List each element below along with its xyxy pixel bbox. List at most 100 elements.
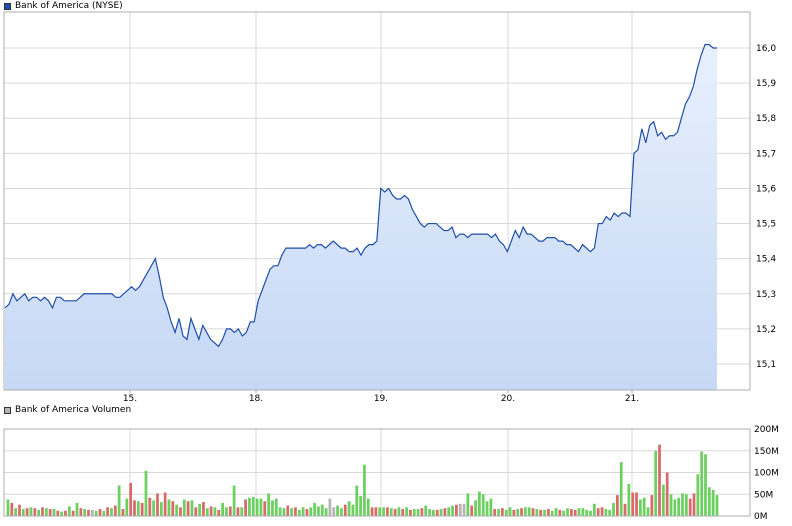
- volume-bar: [378, 507, 382, 516]
- volume-bar: [458, 503, 462, 516]
- volume-legend: Bank of America Volumen: [4, 405, 131, 415]
- volume-bar: [397, 507, 401, 516]
- volume-bar: [592, 503, 596, 516]
- volume-bar: [704, 454, 707, 516]
- volume-bar: [600, 507, 604, 516]
- volume-bar: [301, 507, 305, 516]
- volume-bar: [707, 487, 711, 516]
- volume-bar: [140, 502, 144, 516]
- volume-bar: [405, 507, 408, 516]
- volume-bar: [554, 508, 558, 516]
- volume-bar: [44, 508, 48, 516]
- volume-grid: [4, 429, 750, 516]
- volume-bar: [33, 508, 37, 516]
- volume-bar: [18, 504, 21, 516]
- volume-bar: [148, 497, 152, 516]
- volume-bar: [562, 510, 566, 516]
- volume-bar: [228, 506, 232, 516]
- volume-bar: [255, 498, 259, 516]
- volume-bar: [48, 509, 52, 516]
- price-y-tick-label: 15,7: [756, 149, 776, 159]
- volume-bar: [677, 497, 681, 516]
- volume-bar: [67, 506, 71, 516]
- volume-bar: [6, 499, 10, 516]
- volume-bar: [282, 508, 286, 516]
- volume-bar: [581, 508, 585, 516]
- volume-bar: [665, 472, 669, 516]
- volume-bar: [566, 508, 569, 516]
- volume-bar: [98, 509, 102, 516]
- price-y-tick-label: 15,4: [756, 255, 776, 265]
- volume-bar: [684, 494, 688, 516]
- volume-bar: [10, 502, 14, 516]
- volume-bar: [508, 507, 512, 516]
- volume-bar: [654, 450, 658, 516]
- volume-bar: [516, 509, 520, 516]
- volume-bar: [374, 507, 378, 516]
- volume-bar: [198, 503, 201, 516]
- volume-bar: [497, 509, 500, 516]
- volume-bar: [650, 495, 654, 516]
- volume-bar: [386, 507, 389, 516]
- price-y-axis: 16,0 15,9 15,8 15,7 15,6 15,5 15,4 15,3 15,2 15,1: [756, 44, 776, 370]
- volume-bar: [286, 505, 290, 516]
- volume-frame: [3, 428, 751, 517]
- volume-bar: [535, 509, 539, 516]
- volume-bar: [428, 509, 431, 516]
- price-legend-swatch-icon: [4, 2, 11, 10]
- price-line: [4, 43, 717, 348]
- volume-bar: [363, 464, 366, 516]
- volume-bar: [370, 507, 374, 516]
- volume-bar: [117, 485, 121, 516]
- volume-bar: [83, 509, 87, 516]
- volume-bar: [194, 507, 198, 516]
- volume-bar: [642, 497, 646, 516]
- volume-bar: [412, 509, 416, 516]
- volume-bar: [435, 509, 439, 516]
- volume-bar: [351, 504, 355, 516]
- volume-bar: [278, 507, 282, 516]
- volume-bar: [524, 507, 527, 516]
- volume-bar: [589, 510, 592, 516]
- volume-bar: [569, 509, 573, 516]
- volume-bar: [244, 499, 247, 516]
- volume-bar: [152, 500, 156, 516]
- volume-bar: [520, 508, 523, 516]
- price-x-axis: 15. 18. 19. 20. 21.: [123, 390, 639, 404]
- volume-bar: [409, 509, 412, 516]
- volume-bar: [90, 509, 94, 516]
- volume-bar: [420, 508, 424, 516]
- volume-bar: [474, 500, 477, 516]
- volume-bar: [259, 498, 263, 516]
- volume-bar: [125, 498, 129, 516]
- volume-bar: [401, 509, 405, 516]
- volume-bar: [136, 501, 140, 516]
- volume-bar: [612, 502, 615, 516]
- volume-bar: [432, 509, 435, 516]
- volume-bar: [271, 500, 274, 516]
- volume-bar: [489, 498, 493, 516]
- volume-bar: [87, 509, 90, 516]
- volume-bar: [692, 493, 696, 516]
- volume-bar: [543, 509, 546, 516]
- volume-bar: [217, 509, 221, 516]
- volume-bar: [167, 499, 171, 516]
- price-x-tick-label: 18.: [249, 394, 263, 404]
- volume-bar: [539, 509, 543, 516]
- volume-bar: [225, 507, 228, 516]
- volume-bar: [232, 485, 236, 516]
- volume-bar: [202, 502, 205, 516]
- volume-bar: [21, 509, 25, 516]
- volume-bar: [635, 492, 638, 516]
- volume-bar: [159, 502, 163, 516]
- volume-bar: [447, 507, 451, 516]
- volume-bar: [297, 509, 301, 516]
- price-y-tick-label: 15,2: [756, 325, 776, 335]
- volume-bar: [156, 493, 159, 516]
- volume-bar: [501, 508, 504, 516]
- volume-bar: [619, 462, 623, 516]
- volume-bar: [646, 507, 650, 516]
- volume-bar: [290, 508, 293, 516]
- price-x-tick-label: 20.: [501, 394, 515, 404]
